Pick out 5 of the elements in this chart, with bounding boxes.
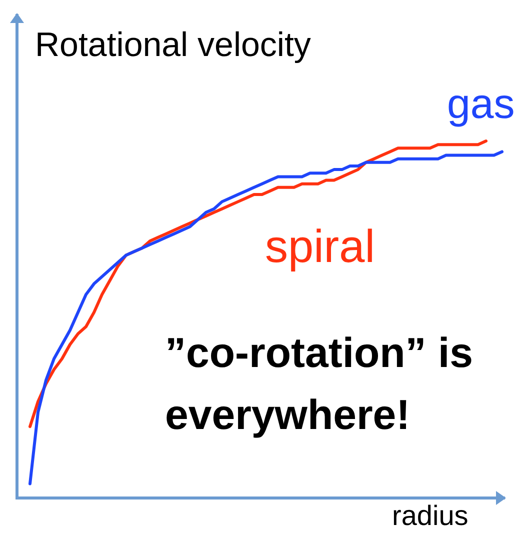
annotation: ”co-rotation” is everywhere! — [165, 328, 474, 440]
series-label: gas — [447, 80, 515, 127]
series-label: spiral — [265, 220, 375, 272]
y-axis-title: Rotational velocity — [35, 26, 311, 64]
x-axis-title: radius — [392, 500, 468, 531]
